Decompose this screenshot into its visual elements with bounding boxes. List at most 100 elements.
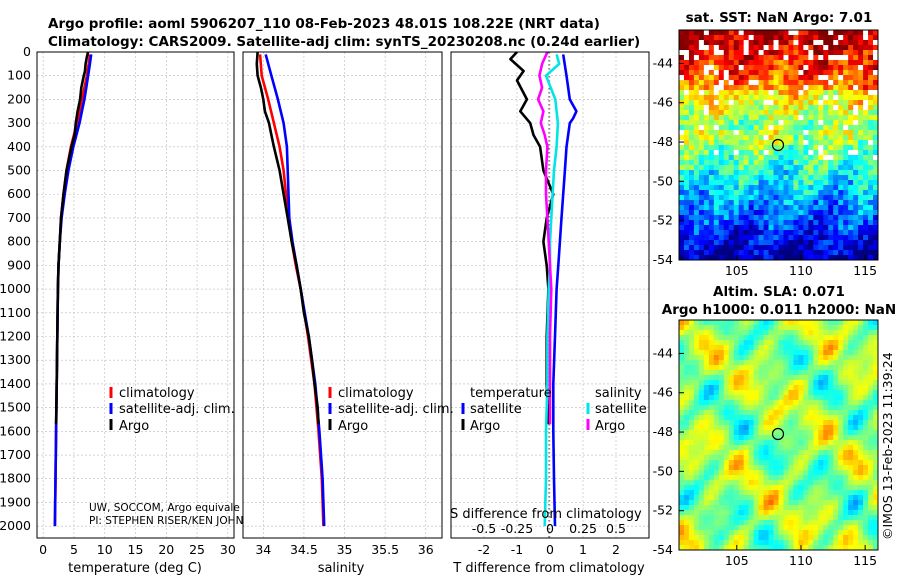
sla-cell: [728, 330, 735, 336]
sst-cell: [813, 210, 819, 216]
sst-cell: [708, 225, 715, 231]
sst-cell: [728, 150, 735, 156]
sla-cell: [863, 320, 869, 326]
sst-cell: [813, 190, 819, 196]
sst-cell: [848, 185, 854, 191]
sst-cell: [688, 45, 695, 51]
sla-cell: [823, 430, 829, 436]
sst-cell: [768, 45, 774, 51]
sst-cell: [868, 50, 874, 56]
sla-cell: [843, 335, 849, 341]
sst-cell: [698, 195, 705, 201]
sst-cell: [748, 250, 755, 256]
sst-cell: [688, 160, 695, 166]
sla-cell: [858, 445, 864, 451]
sst-cell: [763, 155, 769, 161]
sla-cell: [853, 510, 859, 516]
sla-cell: [738, 345, 745, 351]
sst-cell: [728, 55, 735, 61]
sla-cell: [718, 385, 725, 391]
sla-cell: [708, 425, 715, 431]
sla-cell: [848, 460, 854, 466]
sla-cell: [713, 395, 720, 401]
sla-cell: [763, 420, 769, 426]
sst-cell: [853, 55, 859, 61]
sst-cell: [693, 235, 700, 241]
x-tick-label: 34: [255, 542, 271, 557]
sst-cell: [788, 70, 794, 76]
sst-cell: [868, 65, 874, 71]
sla-cell: [788, 420, 794, 426]
sst-cell: [843, 185, 849, 191]
sst-cell: [843, 80, 849, 86]
sst-cell: [808, 40, 814, 46]
sst-cell: [758, 80, 764, 86]
sst-cell: [848, 235, 854, 241]
sla-cell: [679, 380, 685, 386]
sla-cell: [778, 430, 784, 436]
sst-cell: [848, 60, 854, 66]
sst-cell: [808, 200, 814, 206]
sla-cell: [873, 415, 879, 421]
sst-cell: [873, 55, 879, 61]
sst-cell: [688, 100, 695, 106]
sst-cell: [728, 240, 735, 246]
legend-argo-t-label: Argo: [470, 419, 500, 434]
sst-cell: [838, 75, 844, 81]
sla-cell: [833, 400, 839, 406]
sla-cell: [803, 455, 809, 461]
sst-cell: [798, 125, 804, 131]
sst-cell: [773, 95, 779, 101]
sla-cell: [743, 320, 750, 326]
sla-cell: [778, 445, 784, 451]
sla-cell: [863, 400, 869, 406]
sla-cell: [853, 355, 859, 361]
sst-cell: [838, 215, 844, 221]
sla-cell: [743, 485, 750, 491]
sst-cell: [803, 100, 809, 106]
sst-cell: [833, 60, 839, 66]
sla-cell: [803, 450, 809, 456]
sst-cell: [718, 65, 725, 71]
sla-cell: [808, 325, 814, 331]
sst-cell: [738, 160, 745, 166]
sst-cell: [773, 140, 779, 146]
sst-cell: [848, 135, 854, 141]
sst-cell: [783, 180, 789, 186]
sla-cell: [758, 390, 764, 396]
sla-cell: [688, 320, 695, 326]
sla-cell: [723, 340, 730, 346]
sst-cell: [683, 90, 690, 96]
sst-cell: [868, 120, 874, 126]
sst-cell: [788, 100, 794, 106]
sst-cell: [793, 225, 799, 231]
sla-cell: [788, 365, 794, 371]
sst-cell: [713, 55, 720, 61]
sst-cell: [808, 150, 814, 156]
sst-cell: [833, 85, 839, 91]
sst-cell: [693, 160, 700, 166]
sla-cell: [858, 385, 864, 391]
sla-cell: [688, 365, 695, 371]
sst-cell: [838, 110, 844, 116]
sla-cell: [693, 420, 700, 426]
sst-cell: [808, 135, 814, 141]
sla-cell: [788, 415, 794, 421]
sla-cell: [683, 355, 690, 361]
sst-cell: [813, 225, 819, 231]
sla-cell: [758, 320, 764, 326]
sst-cell: [688, 105, 695, 111]
sla-cell: [853, 525, 859, 531]
sla-cell: [703, 495, 710, 501]
sla-cell: [873, 375, 879, 381]
sst-cell: [778, 235, 784, 241]
sla-cell: [778, 385, 784, 391]
sst-cell: [743, 160, 750, 166]
sla-cell: [823, 475, 829, 481]
sst-cell: [688, 55, 695, 61]
sst-cell: [863, 225, 869, 231]
sla-cell: [758, 365, 764, 371]
sla-cell: [778, 510, 784, 516]
sst-cell: [738, 140, 745, 146]
sla-cell: [758, 530, 764, 536]
